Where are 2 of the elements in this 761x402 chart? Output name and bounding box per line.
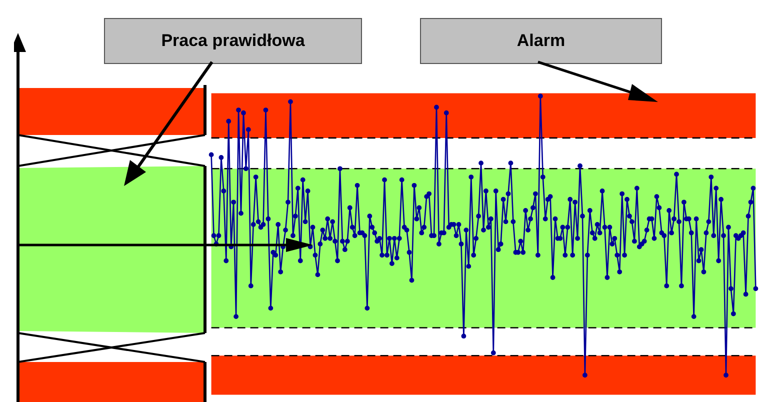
text: Praca prawidłowa [104, 18, 362, 64]
text: Alarm [420, 18, 662, 64]
